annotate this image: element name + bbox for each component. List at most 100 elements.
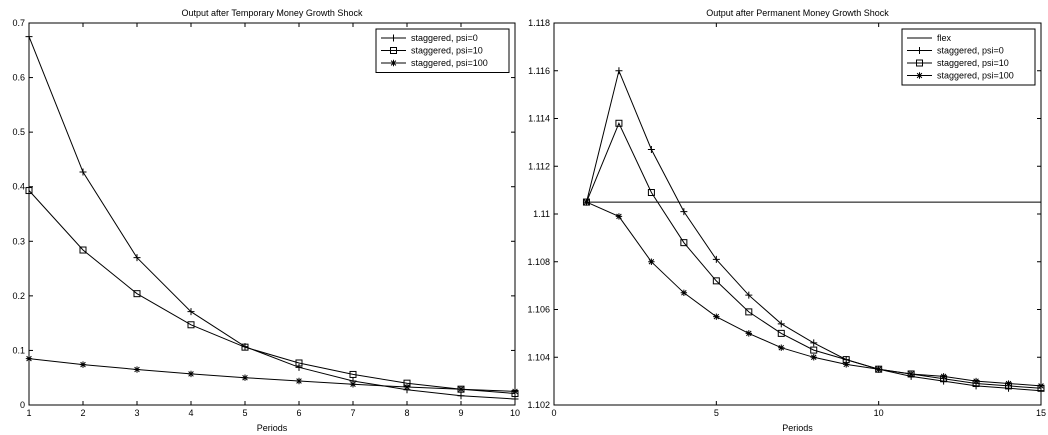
x-tick-label: 15: [1036, 408, 1046, 418]
data-point: [777, 320, 785, 328]
x-axis-label: Periods: [782, 423, 813, 433]
data-point: [457, 392, 465, 400]
data-point: [79, 246, 87, 254]
y-tick-label: 1.102: [527, 400, 550, 410]
x-tick-label: 2: [80, 408, 85, 418]
series-square: [25, 187, 519, 398]
temporary-shock-chart: Output after Temporary Money Growth Shoc…: [12, 8, 520, 433]
series-star: [25, 355, 519, 395]
data-point: [777, 329, 785, 337]
y-tick-label: 1.106: [527, 305, 550, 315]
y-tick-label: 0: [20, 400, 25, 410]
series-star: [583, 198, 1045, 390]
legend-label: staggered, psi=100: [411, 58, 488, 68]
data-point: [615, 213, 623, 220]
series-plus: [25, 33, 519, 403]
data-point: [843, 361, 850, 368]
plot-area: [28, 22, 516, 406]
data-point: [79, 168, 87, 176]
y-tick-label: 0.5: [12, 127, 25, 137]
data-point: [680, 208, 688, 216]
y-tick-label: 0.1: [12, 345, 25, 355]
data-point: [25, 33, 33, 41]
x-tick-label: 10: [510, 408, 520, 418]
data-point: [349, 370, 357, 378]
legend-label: staggered, psi=0: [937, 46, 1004, 56]
data-point: [457, 385, 465, 393]
legend-marker: [390, 59, 397, 67]
data-point: [745, 291, 753, 299]
y-tick-label: 0.4: [12, 182, 25, 192]
x-tick-label: 0: [551, 408, 556, 418]
data-point: [810, 339, 818, 347]
y-tick-label: 0.6: [12, 73, 25, 83]
legend-label: staggered, psi=100: [937, 71, 1014, 81]
x-tick-label: 5: [714, 408, 719, 418]
data-point: [647, 189, 655, 197]
data-point: [25, 355, 33, 362]
y-tick-label: 0.7: [12, 18, 25, 28]
legend-marker: [390, 47, 397, 54]
series-line: [28, 358, 516, 392]
series-line: [586, 122, 1042, 389]
data-point: [810, 354, 817, 361]
legend: flex staggered, psi=0 staggered, psi=10 sta…: [901, 28, 1036, 86]
legend-label: staggered, psi=0: [411, 33, 478, 43]
data-point: [133, 290, 141, 298]
data-point: [712, 277, 720, 285]
data-point: [79, 361, 87, 368]
legend-label: staggered, psi=10: [937, 58, 1009, 68]
data-point: [907, 370, 915, 378]
data-point: [972, 377, 980, 385]
y-tick-label: 1.116: [528, 66, 550, 76]
data-point: [647, 146, 655, 154]
legend-marker: [916, 59, 923, 67]
x-tick-label: 7: [350, 408, 355, 418]
y-tick-label: 1.114: [528, 114, 550, 124]
chart-title: Output after Permanent Money Growth Shoc…: [706, 8, 889, 18]
x-axis-label: Periods: [257, 423, 288, 433]
data-point: [187, 370, 195, 378]
data-point: [295, 377, 303, 385]
data-point: [745, 308, 753, 316]
legend-marker: [916, 47, 923, 54]
legend-label: flex: [937, 33, 952, 43]
data-point: [810, 346, 818, 354]
x-tick-label: 5: [242, 408, 247, 418]
data-point: [680, 239, 688, 247]
x-tick-label: 8: [404, 408, 409, 418]
y-tick-label: 0.2: [12, 291, 25, 301]
x-tick-label: 9: [458, 408, 463, 418]
y-tick-label: 1.11: [533, 209, 550, 219]
data-point: [615, 119, 623, 127]
data-point: [583, 198, 590, 206]
data-point: [713, 313, 720, 320]
data-point: [349, 381, 357, 388]
x-tick-label: 6: [296, 408, 301, 418]
y-tick-label: 1.104: [527, 352, 550, 362]
series-square: [582, 119, 1045, 392]
data-point: [187, 308, 195, 316]
x-tick-label: 3: [134, 408, 139, 418]
y-tick-label: 1.112: [528, 161, 550, 171]
data-point: [241, 343, 249, 351]
data-point: [403, 383, 411, 391]
x-tick-label: 10: [874, 408, 884, 418]
data-point: [241, 374, 249, 381]
legend-marker: [390, 34, 397, 42]
legend: staggered, psi=0 staggered, psi=10 stagger…: [375, 28, 510, 73]
y-tick-label: 1.118: [528, 18, 550, 28]
data-point: [1037, 382, 1045, 390]
series-plus: [582, 67, 1045, 395]
y-tick-label: 1.108: [527, 257, 550, 267]
data-point: [745, 330, 752, 337]
data-point: [615, 67, 623, 75]
series-line: [28, 36, 516, 400]
data-point: [648, 258, 655, 265]
chart-title: Output after Temporary Money Growth Shoc…: [182, 8, 363, 18]
x-tick-label: 4: [188, 408, 193, 418]
data-point: [940, 373, 947, 380]
legend-marker: [916, 72, 923, 79]
data-point: [133, 366, 141, 373]
